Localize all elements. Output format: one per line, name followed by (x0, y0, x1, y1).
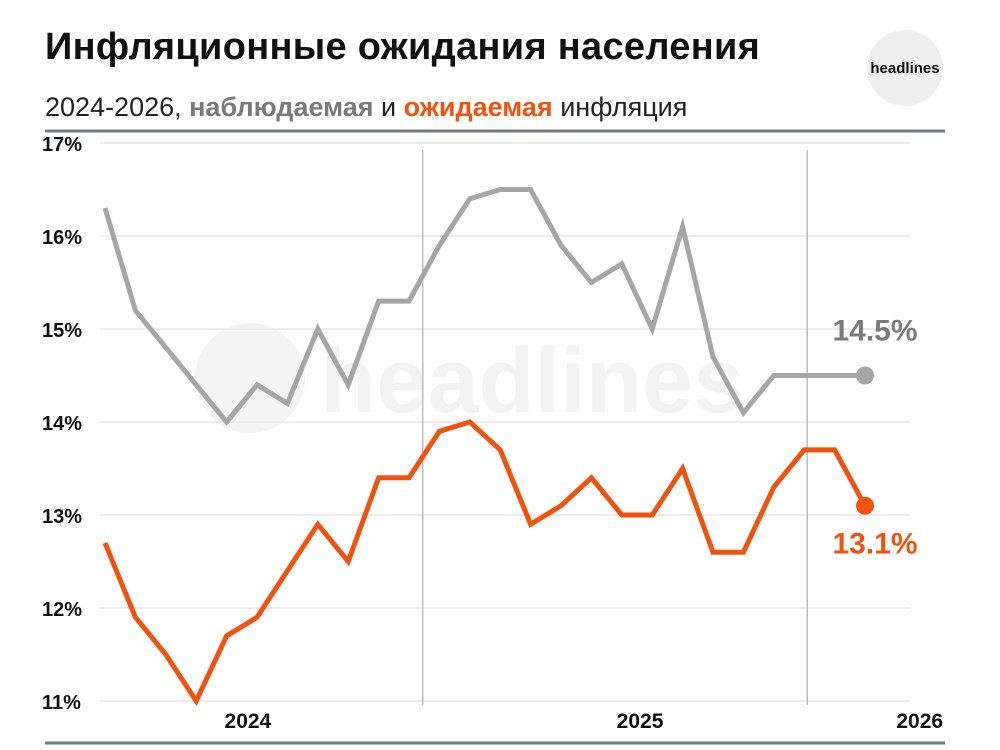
subtitle-middle: и (373, 92, 404, 122)
subtitle-prefix: 2024-2026, (45, 92, 190, 122)
y-tick-label: 15% (42, 320, 82, 342)
end-point-marker (856, 496, 874, 515)
y-tick-label: 16% (42, 227, 82, 249)
watermark-logo-icon (195, 323, 305, 433)
end-point-marker (856, 366, 874, 385)
headlines-logo: headlines (867, 30, 943, 106)
chart-subtitle: 2024-2026, наблюдаемая и ожидаемая инфля… (45, 92, 687, 123)
end-value-label: 14.5% (832, 315, 917, 348)
y-tick-label: 13% (42, 506, 82, 528)
series-line-observed (102, 187, 865, 426)
y-tick-label: 11% (42, 692, 81, 714)
x-tick-label: 2026 (896, 710, 943, 733)
y-tick-label: 12% (42, 599, 82, 621)
x-tick-label: 2024 (225, 710, 272, 733)
y-tick-label: 17% (42, 134, 82, 156)
subtitle-observed: наблюдаемая (189, 92, 374, 122)
x-tick-label: 2025 (617, 710, 664, 733)
end-value-label: 13.1% (832, 528, 917, 561)
subtitle-suffix: инфляция (552, 92, 688, 122)
chart-title: Инфляционные ожидания населения (45, 26, 761, 68)
subtitle-expected: ожидаемая (403, 92, 553, 122)
watermark: headlines (320, 330, 744, 432)
series-line-expected (102, 419, 868, 707)
y-tick-label: 14% (42, 413, 82, 435)
